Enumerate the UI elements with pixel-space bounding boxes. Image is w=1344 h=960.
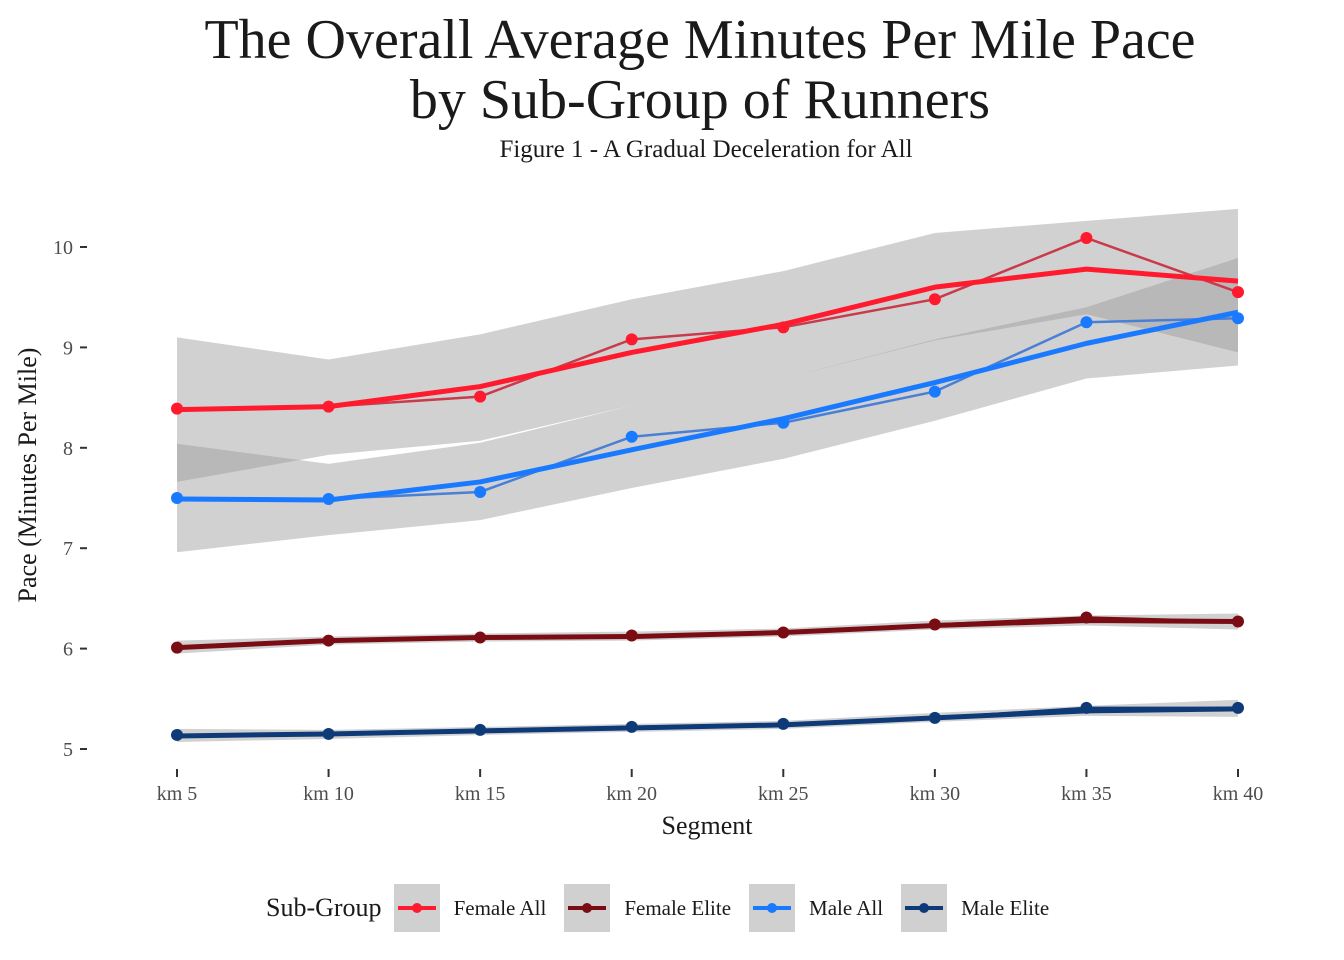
y-tick-label-5: 5	[63, 739, 73, 761]
female-all-point-km-40	[1232, 286, 1244, 299]
female-all-point-km-25	[777, 321, 790, 334]
male-all-point-km-35	[1080, 316, 1093, 329]
female-all-point-km-20	[625, 333, 638, 346]
female-elite-point-km-40	[1232, 615, 1244, 628]
female-all-confidence-band	[177, 208, 1238, 482]
male-all-point-km-20	[625, 430, 638, 443]
chart-subtitle: Figure 1 - A Gradual Deceleration for Al…	[499, 136, 913, 163]
legend-key-female-all	[393, 884, 440, 932]
legend-label-female-all: Female All	[453, 895, 547, 920]
legend-key-male-all	[749, 884, 796, 932]
x-tick-label-km-10: km 10	[303, 783, 354, 805]
male-elite-point-km-15	[474, 723, 487, 736]
female-elite-point-km-30	[928, 618, 941, 631]
line-chart: 5 6 7 8 9 10 km 5 km 10 km 15 km 20 km 25 km 30 km 3…	[13, 208, 1264, 840]
legend-key-female-elite	[564, 884, 611, 932]
legend-key-male-elite	[901, 884, 948, 932]
legend-title: Sub-Group	[266, 893, 382, 922]
legend-label-male-all: Male All	[809, 895, 884, 920]
female-elite-trend-line	[176, 617, 1239, 651]
male-all-point-km-5	[171, 492, 183, 504]
y-tick-label-10: 10	[53, 237, 73, 259]
male-elite-point-km-5	[171, 728, 183, 741]
male-elite-point-km-30	[928, 711, 941, 724]
x-tick-label-km-20: km 20	[606, 783, 657, 805]
y-axis-title: Pace (Minutes Per Mile)	[13, 348, 42, 603]
y-tick-label-6: 6	[63, 639, 73, 661]
x-tick-label-km-40: km 40	[1213, 783, 1264, 805]
x-axis-title: Segment	[662, 811, 754, 840]
x-tick-label-km-5: km 5	[157, 783, 198, 805]
y-tick-label-9: 9	[63, 337, 73, 359]
female-elite-point-km-10	[322, 634, 335, 647]
female-elite-point-km-15	[474, 631, 487, 644]
x-tick-label-km-25: km 25	[758, 783, 809, 805]
male-all-point-km-15	[474, 485, 487, 498]
male-elite-point-km-10	[322, 727, 335, 740]
female-elite-point-km-20	[625, 629, 638, 642]
female-all-point-km-10	[322, 400, 335, 413]
x-tick-label-km-30: km 30	[910, 783, 961, 805]
male-all-trend-line	[176, 309, 1239, 503]
legend-key-dot	[767, 903, 778, 913]
male-elite-trend-line	[176, 706, 1239, 739]
male-all-point-km-25	[777, 416, 790, 429]
male-all-point-km-10	[322, 493, 335, 506]
male-all-confidence-band	[177, 258, 1238, 553]
legend-key-dot	[919, 903, 930, 913]
female-all-point-km-30	[928, 293, 941, 306]
x-tick-label-km-35: km 35	[1061, 783, 1112, 805]
female-all-point-km-5	[171, 402, 183, 415]
legend: Sub-Group Female All Female Elite Male All…	[266, 884, 1067, 932]
y-tick-label-8: 8	[63, 438, 73, 460]
male-elite-point-km-40	[1232, 701, 1244, 714]
legend-label-female-elite: Female Elite	[624, 895, 732, 920]
legend-label-male-elite: Male Elite	[961, 895, 1050, 920]
male-all-point-km-30	[928, 385, 941, 398]
male-elite-point-km-35	[1080, 701, 1093, 714]
legend-items: Female All Female Elite Male All Male Elite	[393, 884, 1068, 932]
x-tick-label-km-15: km 15	[455, 783, 506, 805]
legend-key-dot	[411, 903, 422, 913]
chart-title: The Overall Average Minutes Per Mile Pac…	[0, 10, 1344, 130]
female-all-point-km-15	[474, 390, 487, 403]
male-elite-point-km-20	[625, 720, 638, 733]
female-elite-point-km-25	[777, 626, 790, 639]
y-tick-label-7: 7	[63, 538, 73, 560]
chart-title-line-2: by Sub-Group of Runners	[409, 69, 991, 131]
legend-key-dot	[582, 903, 593, 913]
chart-title-line-1: The Overall Average Minutes Per Mile Pac…	[204, 9, 1196, 71]
female-all-point-km-35	[1080, 231, 1093, 244]
male-all-point-km-40	[1232, 312, 1244, 325]
male-elite-point-km-25	[777, 717, 790, 730]
female-elite-point-km-5	[171, 641, 183, 654]
female-elite-point-km-35	[1080, 611, 1093, 624]
female-all-trend-line	[176, 266, 1239, 413]
